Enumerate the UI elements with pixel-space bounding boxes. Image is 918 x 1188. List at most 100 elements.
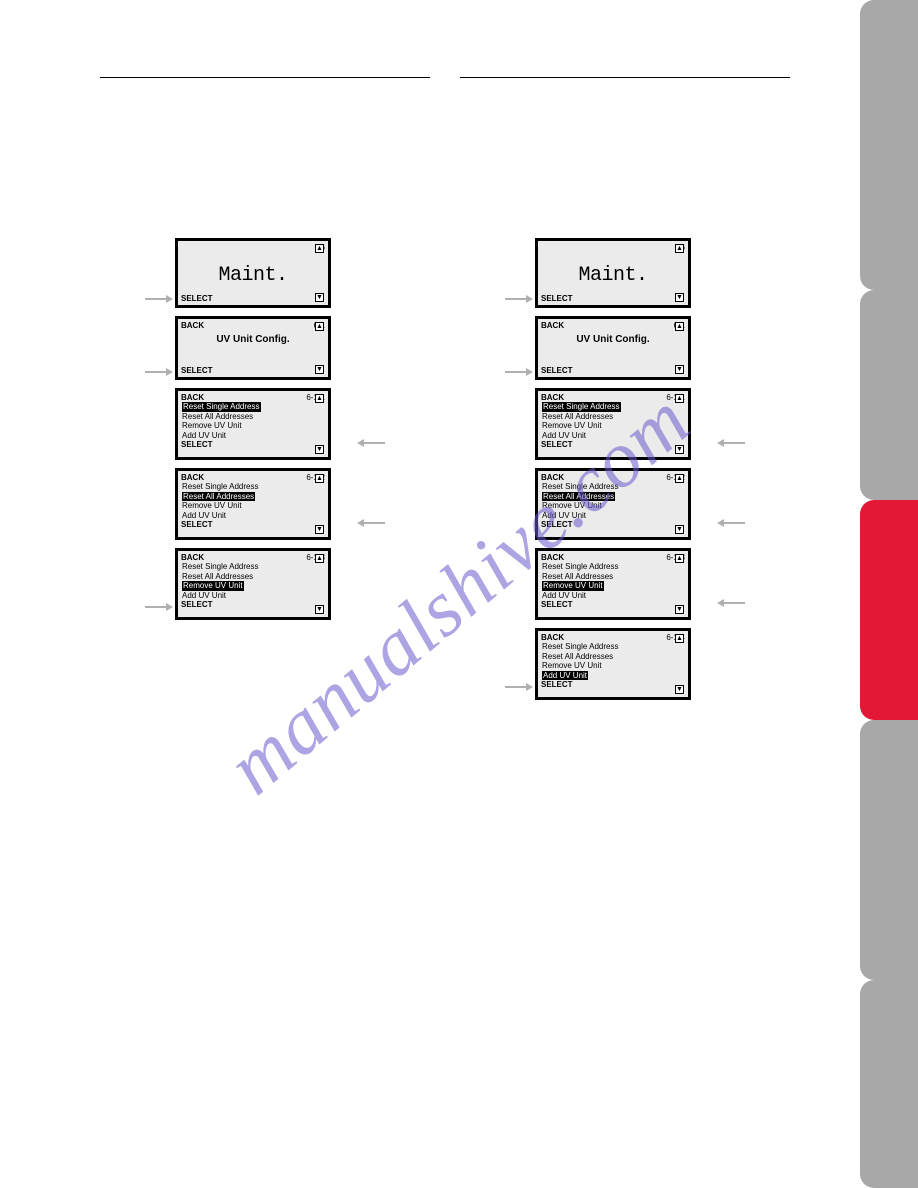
screen-footer-label: SELECT [178, 440, 328, 451]
lcd-screen-wrap: BACK6-1UV Unit Config.SELECT▲▼ [535, 316, 715, 380]
side-tabs [860, 0, 918, 1188]
lcd-screen: BACK6-1-3Reset Single AddressReset All A… [175, 548, 331, 620]
screen-scroll-icons: ▲▼ [315, 244, 325, 302]
screen-menu-item-selected: Reset Single Address [182, 402, 261, 412]
lcd-screen-wrap: BACK6-1UV Unit Config.SELECT▲▼ [175, 316, 355, 380]
arrow-right-icon [723, 522, 745, 524]
arrow-left-icon [505, 686, 527, 688]
screen-stack-right: 6Maint.SELECT▲▼ BACK6-1UV Unit Config.SEL… [460, 238, 790, 700]
screen-menu-item-selected: Reset All Addresses [182, 492, 255, 502]
screen-menu-item: Remove UV Unit [181, 421, 326, 431]
side-tab [860, 720, 918, 980]
screen-menu-item: Add UV Unit [541, 511, 686, 521]
up-icon: ▲ [675, 634, 684, 643]
screen-footer-label: SELECT [538, 600, 688, 611]
screen-footer-label: SELECT [538, 366, 688, 377]
down-icon: ▼ [675, 525, 684, 534]
up-icon: ▲ [675, 474, 684, 483]
screen-main-label: Maint. [538, 252, 688, 294]
up-icon: ▲ [315, 244, 324, 253]
screen-menu-list: Reset Single AddressReset All AddressesR… [178, 562, 328, 600]
screen-menu-list: Reset Single AddressReset All AddressesR… [538, 402, 688, 440]
screen-menu-item: Remove UV Unit [181, 501, 326, 511]
down-icon: ▼ [675, 293, 684, 302]
screen-scroll-icons: ▲▼ [315, 474, 325, 534]
screen-menu-list: Reset Single AddressReset All AddressesR… [538, 482, 688, 520]
screen-footer-label: SELECT [538, 440, 688, 451]
screen-menu-item: Remove UV Unit [181, 581, 326, 591]
down-icon: ▼ [675, 605, 684, 614]
screen-menu-item: Reset All Addresses [181, 412, 326, 422]
screen-menu-list: Reset Single AddressReset All AddressesR… [538, 642, 688, 680]
arrow-left-icon [505, 298, 527, 300]
screen-menu-item: Remove UV Unit [541, 501, 686, 511]
up-icon: ▲ [315, 554, 324, 563]
screen-scroll-icons: ▲▼ [675, 554, 685, 614]
lcd-screen-wrap: BACK6-1-1Reset Single AddressReset All A… [175, 388, 355, 460]
screen-menu-list: Reset Single AddressReset All AddressesR… [178, 482, 328, 520]
lcd-screen-wrap: 6Maint.SELECT▲▼ [175, 238, 355, 308]
up-icon: ▲ [675, 394, 684, 403]
lcd-screen-wrap: BACK6-1-2Reset Single AddressReset All A… [175, 468, 355, 540]
screen-back-label: BACK [541, 321, 564, 330]
screen-menu-item: Add UV Unit [181, 511, 326, 521]
lcd-screen: BACK6-1-4Reset Single AddressReset All A… [535, 628, 691, 700]
screen-menu-item: Add UV Unit [541, 671, 686, 681]
screen-back-label: BACK [181, 553, 204, 562]
down-icon: ▼ [675, 365, 684, 374]
screen-back-label: BACK [541, 633, 564, 642]
up-icon: ▲ [315, 474, 324, 483]
arrow-left-icon [145, 606, 167, 608]
screen-scroll-icons: ▲▼ [675, 322, 685, 374]
arrow-left-icon [145, 371, 167, 373]
lcd-screen-wrap: BACK6-1-1Reset Single AddressReset All A… [535, 388, 715, 460]
lcd-screen-wrap: BACK6-1-3Reset Single AddressReset All A… [535, 548, 715, 620]
left-column: 6Maint.SELECT▲▼BACK6-1UV Unit Config.SEL… [100, 60, 430, 620]
arrow-right-icon [363, 442, 385, 444]
screen-menu-item-selected: Remove UV Unit [182, 581, 244, 591]
screen-scroll-icons: ▲▼ [315, 554, 325, 614]
lcd-screen: 6Maint.SELECT▲▼ [535, 238, 691, 308]
screen-menu-item: Add UV Unit [541, 431, 686, 441]
lcd-screen-wrap: BACK6-1-2Reset Single AddressReset All A… [535, 468, 715, 540]
down-icon: ▼ [315, 293, 324, 302]
down-icon: ▼ [315, 525, 324, 534]
page: 6Maint.SELECT▲▼ BACK6-1UV Unit Config.SEL… [40, 0, 860, 1188]
screen-scroll-icons: ▲▼ [315, 394, 325, 454]
screen-menu-item: Reset All Addresses [541, 412, 686, 422]
screen-scroll-icons: ▲▼ [675, 474, 685, 534]
screen-menu-item: Reset All Addresses [181, 492, 326, 502]
screen-footer-label: SELECT [538, 294, 688, 305]
screen-scroll-icons: ▲▼ [675, 394, 685, 454]
up-icon: ▲ [315, 394, 324, 403]
screen-stack-left: 6Maint.SELECT▲▼BACK6-1UV Unit Config.SEL… [100, 238, 430, 620]
lcd-screen: BACK6-1UV Unit Config.SELECT▲▼ [535, 316, 691, 380]
arrow-right-icon [723, 442, 745, 444]
lcd-screen-wrap: BACK6-1-4Reset Single AddressReset All A… [535, 628, 715, 700]
side-tab [860, 290, 918, 500]
up-icon: ▲ [315, 322, 324, 331]
lcd-screen: BACK6-1-2Reset Single AddressReset All A… [535, 468, 691, 540]
screen-menu-item: Reset Single Address [181, 482, 326, 492]
screen-menu-item: Reset All Addresses [541, 492, 686, 502]
lcd-screen: BACK6-1-3Reset Single AddressReset All A… [535, 548, 691, 620]
screen-menu-item: Reset Single Address [181, 562, 326, 572]
arrow-right-icon [363, 522, 385, 524]
screen-scroll-icons: ▲▼ [675, 634, 685, 694]
arrow-left-icon [505, 371, 527, 373]
screen-footer-label: SELECT [178, 600, 328, 611]
screen-menu-item: Reset All Addresses [181, 572, 326, 582]
screen-footer-label: SELECT [178, 520, 328, 531]
screen-menu-item: Remove UV Unit [541, 661, 686, 671]
arrow-right-icon [723, 602, 745, 604]
screen-back-label: BACK [181, 473, 204, 482]
screen-menu-list: Reset Single AddressReset All AddressesR… [178, 402, 328, 440]
screen-menu-item: Add UV Unit [541, 591, 686, 601]
screen-menu-item: Add UV Unit [181, 591, 326, 601]
screen-menu-item: Reset All Addresses [541, 652, 686, 662]
down-icon: ▼ [315, 605, 324, 614]
screen-menu-item: Add UV Unit [181, 431, 326, 441]
screen-menu-item: Remove UV Unit [541, 581, 686, 591]
lcd-screen: BACK6-1UV Unit Config.SELECT▲▼ [175, 316, 331, 380]
lcd-screen-wrap: BACK6-1-3Reset Single AddressReset All A… [175, 548, 355, 620]
